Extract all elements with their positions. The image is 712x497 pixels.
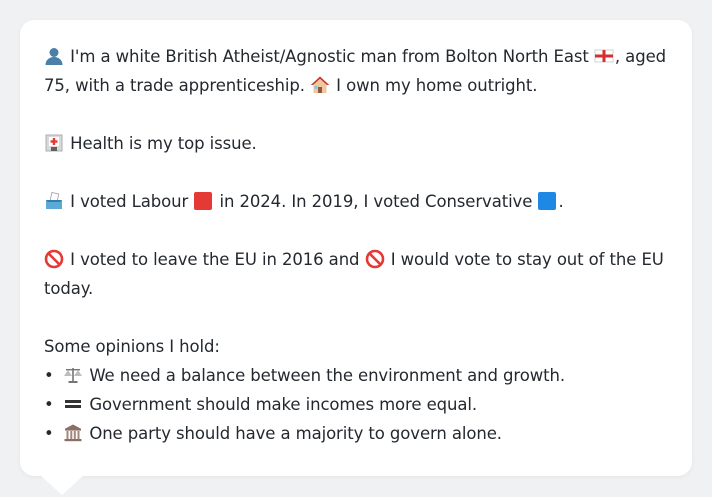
opinion-item: • We need a balance between the environm…: [44, 361, 668, 390]
vote-text-a: I voted Labour: [70, 192, 189, 211]
intro-line-2: 75, with a trade apprenticeship. I own m…: [44, 71, 668, 100]
eu-line-2: today.: [44, 274, 668, 303]
ballot-box-icon: [44, 191, 64, 211]
persona-card: I'm a white British Atheist/Agnostic man…: [20, 20, 692, 476]
intro-text-1a: I'm a white British Atheist/Agnostic man…: [70, 47, 589, 66]
opinion-item: • Government should make incomes more eq…: [44, 390, 668, 419]
opinion-text: Government should make incomes more equa…: [89, 395, 477, 414]
bullet: •: [44, 424, 54, 443]
prohibited-icon: [365, 249, 385, 269]
person-silhouette-icon: [44, 46, 64, 66]
blue-square-icon: [537, 191, 557, 211]
eu-text-c: today.: [44, 279, 94, 298]
eu-line-1: I voted to leave the EU in 2016 and I wo…: [44, 245, 668, 274]
bullet: •: [44, 366, 54, 385]
house-icon: [310, 75, 330, 95]
opinions-heading: Some opinions I hold:: [44, 337, 220, 356]
eu-text-a: I voted to leave the EU in 2016 and: [70, 250, 360, 269]
intro-line-1: I'm a white British Atheist/Agnostic man…: [44, 42, 668, 71]
health-text: Health is my top issue.: [70, 134, 257, 153]
balance-scale-icon: [63, 365, 83, 385]
health-line: Health is my top issue.: [44, 129, 668, 158]
vote-text-b: in 2024. In 2019, I voted Conservative: [219, 192, 533, 211]
intro-text-1b: , aged: [614, 47, 666, 66]
intro-text-2b: I own my home outright.: [336, 76, 538, 95]
vote-text-c: .: [558, 192, 564, 211]
classical-building-icon: [63, 423, 83, 443]
opinion-item: • One party should have a majority to go…: [44, 419, 668, 448]
vote-line: I voted Labour in 2024. In 2019, I voted…: [44, 187, 668, 216]
hospital-icon: [44, 133, 64, 153]
red-square-icon: [193, 191, 213, 211]
equals-icon: [63, 394, 83, 414]
intro-text-2a: 75, with a trade apprenticeship.: [44, 76, 305, 95]
england-flag-icon: [594, 46, 614, 66]
speech-bubble-tail: [40, 475, 84, 495]
opinion-text: One party should have a majority to gove…: [89, 424, 502, 443]
eu-text-b: I would vote to stay out of the EU: [390, 250, 664, 269]
bullet: •: [44, 395, 54, 414]
opinion-text: We need a balance between the environmen…: [89, 366, 565, 385]
prohibited-icon: [44, 249, 64, 269]
